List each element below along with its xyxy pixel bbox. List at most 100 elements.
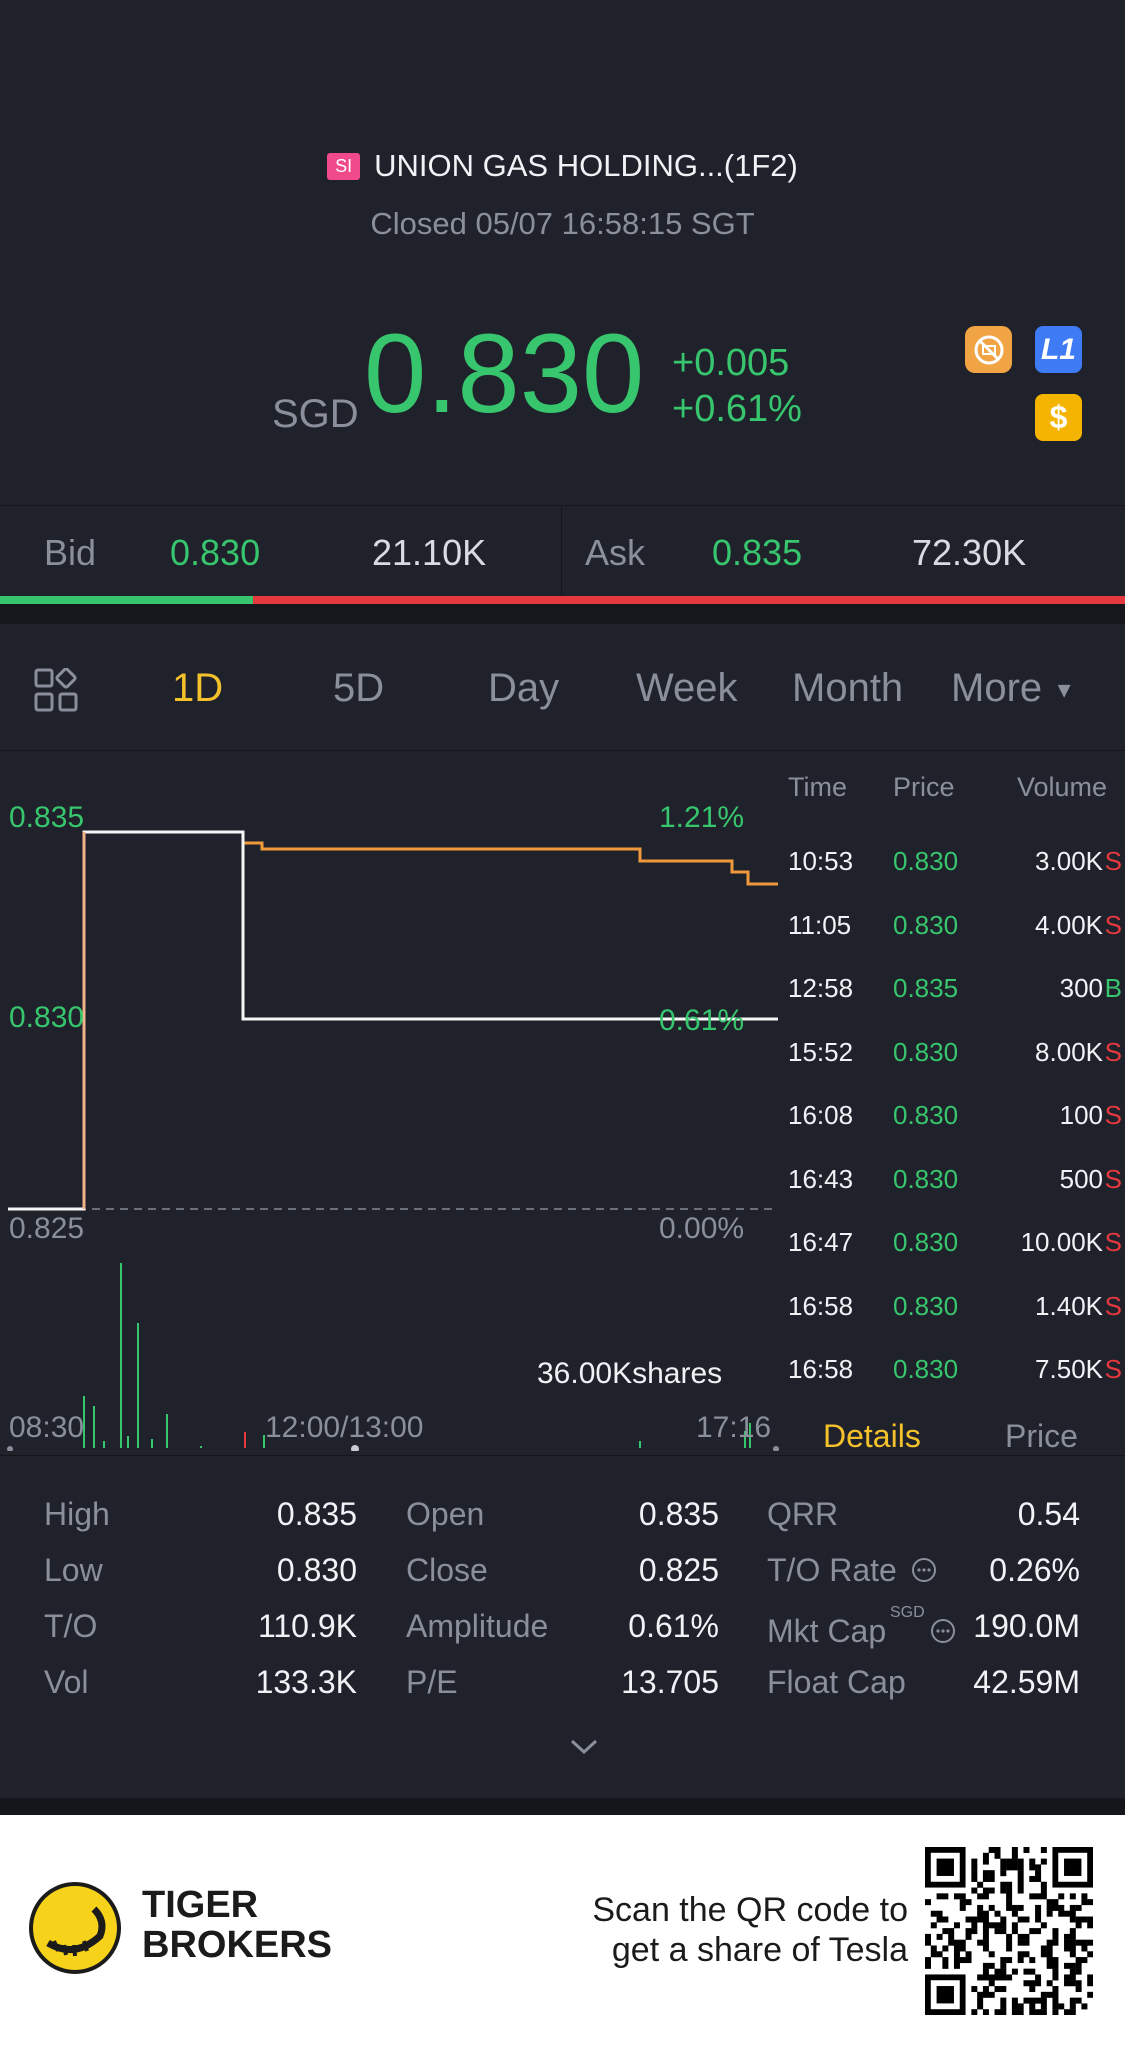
pct-label-bottom: 0.00% (659, 1212, 745, 1245)
level1-icon[interactable]: L1 (1035, 326, 1082, 373)
qr-prompt: Scan the QR code to get a share of Tesla (540, 1890, 908, 1970)
tick-volume: 100 (1059, 1100, 1103, 1130)
tick-side: B (1104, 973, 1122, 1003)
close-label: Close (406, 1552, 488, 1588)
qr-code-icon[interactable] (925, 1847, 1094, 2020)
amplitude-label: Amplitude (406, 1608, 549, 1644)
turnover-value: 110.9K (257, 1608, 357, 1644)
tick-volume: 4.00K (1035, 909, 1103, 940)
volume-label: Vol (44, 1664, 89, 1700)
x-label-mid: 12:00/13:00 (265, 1411, 424, 1444)
tick-header-time: Time (788, 772, 847, 802)
turnover-label: T/O (44, 1608, 98, 1644)
tick-time: 12:58 (788, 973, 854, 1003)
tick-row: 16:08 0.830 100 S (788, 1100, 1125, 1140)
tab-details[interactable]: Details (823, 1418, 921, 1454)
info-icon[interactable] (911, 1554, 937, 1591)
pe-value: 13.705 (621, 1664, 719, 1700)
tick-volume: 10.00K (1020, 1227, 1103, 1257)
tab-day[interactable]: Day (488, 666, 560, 710)
tick-time: 16:58 (788, 1290, 854, 1321)
tick-price: 0.830 (893, 1227, 959, 1257)
y-label-top: 0.835 (9, 801, 85, 834)
tick-time: 10:53 (788, 846, 854, 876)
pct-label-top: 1.21% (659, 801, 745, 834)
no-short-icon[interactable] (965, 326, 1012, 373)
axis-dot (773, 1446, 779, 1451)
low-value: 0.830 (276, 1552, 357, 1588)
tick-price: 0.830 (893, 1163, 959, 1194)
market-status: Closed 05/07 16:58:15 SGT (370, 206, 755, 241)
currency-label: SGD (272, 392, 359, 436)
tick-time: 15:52 (788, 1036, 854, 1067)
avg-price-line (243, 841, 778, 886)
tick-row: 10:53 0.830 3.00K S (788, 846, 1125, 886)
tab-week[interactable]: Week (636, 666, 738, 710)
tick-volume: 7.50K (1035, 1354, 1103, 1384)
turnover-rate-label: T/O Rate (767, 1552, 897, 1588)
ask-size: 72.30K (912, 532, 1027, 573)
open-value: 0.835 (638, 1496, 719, 1532)
change-percent: +0.61% (672, 388, 802, 430)
qrr-label: QRR (767, 1496, 839, 1532)
last-price: 0.830 (364, 311, 645, 436)
tab-5d[interactable]: 5D (333, 666, 385, 710)
turnover-rate-value: 0.26% (989, 1552, 1080, 1588)
axis-dot (351, 1445, 359, 1451)
chevron-down-icon[interactable] (568, 1736, 600, 1763)
brand-name: TIGER BROKERS (142, 1885, 332, 1965)
float-cap-label: Float Cap (767, 1664, 906, 1700)
tick-side: S (1104, 1227, 1122, 1257)
tick-price: 0.830 (893, 1354, 959, 1384)
tab-price[interactable]: Price (1005, 1418, 1078, 1454)
qr-prompt-line1: Scan the QR code to (592, 1891, 908, 1929)
pe-label: P/E (406, 1664, 458, 1700)
tab-1d[interactable]: 1D (172, 666, 224, 710)
more-label: More (951, 666, 1043, 710)
tick-price: 0.830 (893, 846, 959, 876)
qrr-value: 0.54 (1017, 1496, 1080, 1532)
low-label: Low (44, 1552, 103, 1588)
high-label: High (44, 1496, 110, 1532)
tab-month[interactable]: Month (792, 666, 904, 710)
chart-period-tabs: 1D 5D Day Week Month More ▼ (0, 624, 1125, 751)
info-icon[interactable] (930, 1615, 956, 1652)
tick-time: 16:43 (788, 1163, 854, 1194)
bid-price: 0.830 (170, 532, 261, 573)
quote-header: SI UNION GAS HOLDING...(1F2) Closed 05/0… (0, 0, 1125, 505)
intraday-chart[interactable]: 0.835 0.830 0.825 1.21% 0.61% 0.00% 36.0… (0, 751, 780, 1451)
tick-volume: 500 (1059, 1163, 1103, 1194)
tick-side: S (1104, 1290, 1122, 1321)
volume-bars (83, 1263, 751, 1448)
tab-more[interactable]: More ▼ (951, 666, 1075, 711)
mkt-cap-label: Mkt Cap (767, 1613, 887, 1649)
chevron-down-icon: ▼ (1053, 677, 1076, 703)
axis-dot (7, 1446, 13, 1451)
tick-price: 0.830 (893, 909, 959, 940)
bid-ratio-fill (0, 596, 254, 604)
tick-price: 0.830 (893, 1036, 959, 1067)
tick-price: 0.835 (893, 973, 959, 1003)
dollar-icon[interactable]: $ (1035, 394, 1082, 441)
promo-footer: TIGER BROKERS Scan the QR code to get a … (0, 1815, 1125, 2046)
open-label: Open (406, 1496, 485, 1532)
tick-side: S (1104, 1354, 1122, 1384)
volume-total: 36.00Kshares (537, 1357, 723, 1390)
section-divider (0, 604, 1125, 624)
price-change: +0.005 +0.61% (672, 340, 802, 432)
tick-time: 11:05 (788, 909, 852, 940)
tick-row: 11:05 0.830 4.00K S (788, 910, 1125, 950)
ask-ratio-fill (253, 596, 1125, 604)
ask-label: Ask (585, 532, 646, 573)
tick-row: 15:52 0.830 8.00K S (788, 1037, 1125, 1077)
tick-price: 0.830 (893, 1100, 959, 1130)
layout-grid-icon[interactable] (34, 667, 80, 719)
tick-header-volume: Volume (1017, 772, 1108, 802)
tick-time: 16:58 (788, 1354, 854, 1384)
stock-title[interactable]: UNION GAS HOLDING...(1F2) (374, 148, 798, 183)
brand-line2: BROKERS (142, 1924, 333, 1966)
tick-row: 16:43 0.830 500 S (788, 1164, 1125, 1204)
y-label-mid: 0.830 (9, 1001, 85, 1034)
tick-row: 16:58 0.830 1.40K S (788, 1291, 1125, 1331)
mkt-cap-value: 190.0M (973, 1608, 1080, 1644)
